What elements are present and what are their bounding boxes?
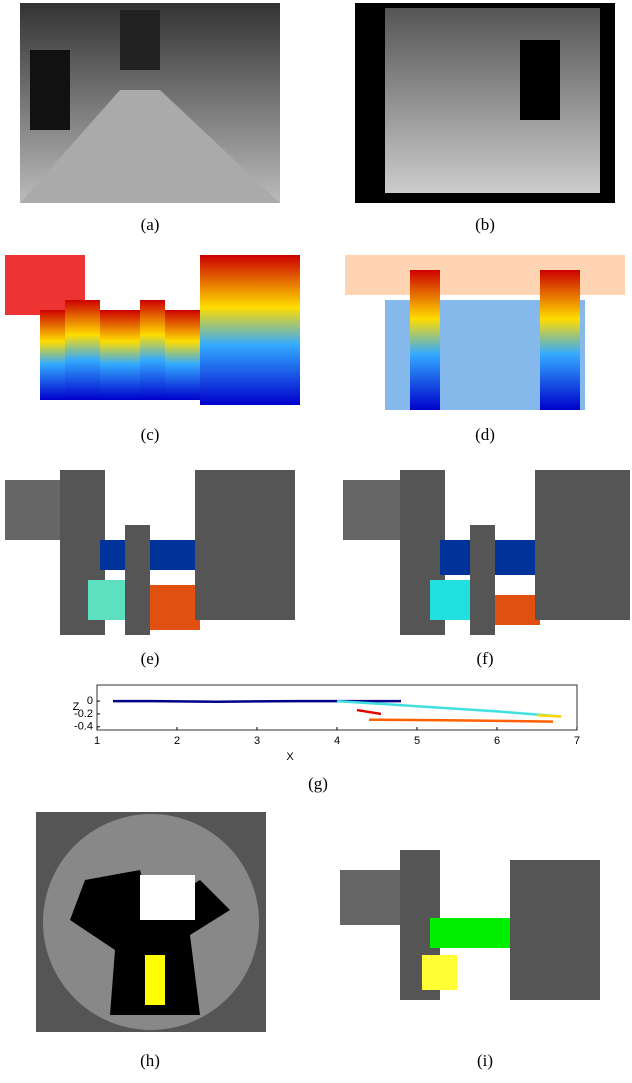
- x-tick-label: 1: [94, 735, 100, 747]
- caption: (d): [475, 425, 495, 444]
- figure: X Z 12345670-0.2-0.4 (a)(b)(c)(d)(e)(f)(…: [0, 0, 632, 1078]
- data-line: [369, 720, 553, 722]
- caption: (f): [477, 649, 494, 668]
- x-tick-label: 4: [334, 735, 340, 747]
- depth-image: [355, 3, 615, 203]
- voxel-map: [5, 255, 300, 405]
- x-tick-label: 5: [414, 735, 420, 747]
- caption: (c): [141, 425, 160, 444]
- data-line: [357, 710, 381, 714]
- data-line: [337, 701, 561, 716]
- caption: (h): [140, 1051, 160, 1070]
- occupancy-grid: [36, 812, 266, 1032]
- caption: (a): [141, 215, 160, 234]
- caption: (e): [141, 649, 160, 668]
- x-tick-label: 2: [174, 735, 180, 747]
- y-tick-label: -0.4: [74, 721, 93, 733]
- data-line: [537, 715, 561, 716]
- point-cloud: [345, 255, 625, 410]
- y-tick-label: -0.2: [74, 708, 93, 720]
- x-tick-label: 7: [574, 735, 580, 747]
- x-axis-label: X: [286, 751, 294, 763]
- photo: [20, 3, 280, 203]
- segmentation: [5, 470, 295, 635]
- plot-frame: [97, 685, 577, 730]
- caption: (g): [308, 774, 328, 793]
- traversable-regions: [340, 850, 600, 1000]
- segmentation: [343, 470, 630, 635]
- x-tick-label: 6: [494, 735, 500, 747]
- x-tick-label: 3: [254, 735, 260, 747]
- y-tick-label: 0: [87, 695, 93, 707]
- caption: (b): [475, 215, 495, 234]
- caption: (i): [477, 1051, 493, 1070]
